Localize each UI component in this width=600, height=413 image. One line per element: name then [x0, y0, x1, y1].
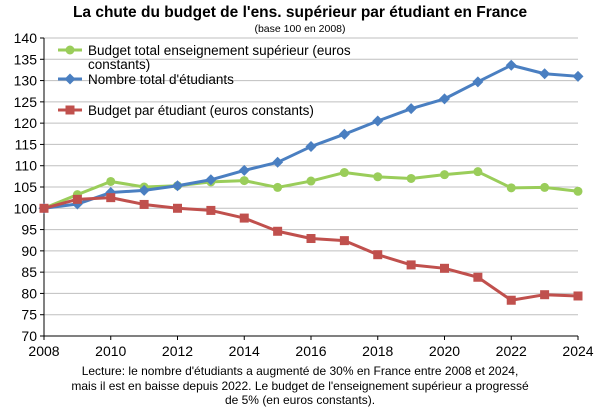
- data-point-square: [206, 205, 216, 215]
- data-point-diamond: [238, 164, 250, 176]
- y-tick-label: 105: [14, 179, 38, 195]
- data-point-square: [239, 213, 249, 223]
- y-tick-label: 100: [14, 200, 38, 216]
- data-point-diamond: [138, 184, 150, 196]
- data-point-circle: [273, 182, 283, 192]
- data-point-square: [506, 295, 516, 305]
- data-point-diamond: [338, 128, 350, 140]
- legend-item-3: Budget par étudiant (euros constants): [58, 103, 314, 118]
- data-point-diamond: [372, 115, 384, 127]
- y-tick-label: 75: [21, 307, 37, 323]
- data-point-square: [139, 199, 149, 209]
- data-point-square: [406, 260, 416, 270]
- data-point-square: [540, 290, 550, 300]
- chart-title: La chute du budget de l'ens. supérieur p…: [72, 4, 528, 21]
- x-tick-label: 2014: [229, 343, 260, 359]
- data-point-circle: [473, 167, 483, 177]
- data-point-diamond: [439, 93, 450, 105]
- data-point-square: [72, 194, 82, 204]
- chart-caption: Lecture: le nombre d'étudiants a augment…: [40, 364, 560, 408]
- legend-label: constants): [88, 57, 150, 72]
- data-point-circle: [306, 176, 316, 186]
- data-point-square: [39, 203, 49, 213]
- data-point-square: [473, 272, 483, 282]
- chart-subtitle: (base 100 en 2008): [254, 23, 346, 35]
- series-3: [39, 193, 583, 305]
- x-tick-label: 2022: [496, 343, 527, 359]
- y-tick-label: 70: [21, 328, 37, 344]
- caption-line-3: de 5% (en euros constants).: [224, 393, 376, 407]
- y-tick-label: 80: [21, 285, 37, 301]
- series-group: [38, 59, 584, 305]
- data-point-diamond: [505, 59, 517, 71]
- y-tick-label: 85: [21, 264, 37, 280]
- data-point-circle: [339, 168, 349, 178]
- data-point-circle: [506, 183, 516, 193]
- data-point-circle: [573, 186, 583, 196]
- data-point-diamond: [305, 141, 317, 153]
- data-point-square: [306, 234, 316, 244]
- x-tick-label: 2010: [95, 343, 126, 359]
- legend-label: Nombre total d'étudiants: [88, 72, 234, 87]
- legend-label: Budget total enseignement supérieur (eur…: [88, 43, 351, 58]
- data-point-diamond: [539, 68, 551, 80]
- y-tick-label: 135: [14, 51, 38, 67]
- y-axis-tick-labels: 70 75 80 85 90 95 100 105 110 115 120 125 130 135 140: [14, 30, 38, 344]
- data-point-circle: [540, 182, 550, 192]
- data-point-circle: [440, 170, 449, 180]
- data-point-circle: [239, 176, 249, 186]
- data-point-square: [440, 263, 449, 273]
- data-point-square: [339, 236, 349, 246]
- legend: Budget total enseignement supérieur (eur…: [58, 43, 351, 118]
- data-point-square: [573, 291, 583, 301]
- data-point-square: [273, 226, 283, 236]
- data-point-diamond: [172, 180, 183, 192]
- line-chart: 707580859095100105110115120125130135140 …: [14, 30, 594, 359]
- x-tick-label: 2012: [162, 343, 193, 359]
- data-point-circle: [106, 176, 116, 186]
- data-point-square: [106, 193, 116, 203]
- axes: [40, 37, 579, 340]
- x-tick-label: 2018: [362, 343, 393, 359]
- data-point-circle: [406, 173, 416, 183]
- y-tick-label: 110: [15, 158, 38, 174]
- y-tick-label: 140: [14, 30, 38, 46]
- x-tick-label: 2016: [295, 343, 326, 359]
- data-point-diamond: [472, 76, 484, 88]
- x-axis-tick-labels: 2008 2010 2012 2014 2016 2018 2020 2022 2024: [28, 343, 593, 359]
- data-point-diamond: [205, 174, 217, 186]
- legend-label: Budget par étudiant (euros constants): [88, 103, 314, 118]
- legend-swatch-marker: [65, 45, 75, 55]
- x-tick-label: 2008: [28, 343, 59, 359]
- y-tick-label: 125: [14, 94, 38, 110]
- data-point-square: [373, 250, 383, 260]
- y-tick-label: 95: [21, 222, 37, 238]
- y-tick-label: 115: [15, 136, 38, 152]
- legend-swatch-marker: [64, 73, 76, 85]
- series-1: [39, 167, 583, 213]
- x-tick-label: 2020: [429, 343, 460, 359]
- data-point-square: [173, 203, 182, 213]
- caption-line-2: mais il est en baisse depuis 2022. Le bu…: [71, 378, 529, 393]
- legend-swatch-marker: [65, 105, 75, 115]
- x-tick-label: 2024: [562, 343, 593, 359]
- data-point-diamond: [405, 103, 417, 115]
- series-2: [38, 59, 584, 214]
- legend-item-2: Nombre total d'étudiants: [58, 72, 234, 87]
- y-tick-label: 130: [14, 73, 38, 89]
- data-point-circle: [373, 172, 383, 182]
- legend-item-1: Budget total enseignement supérieur (eur…: [58, 43, 351, 72]
- y-tick-label: 120: [14, 115, 38, 131]
- y-tick-label: 90: [21, 243, 37, 259]
- caption-line-1: Lecture: le nombre d'étudiants a augment…: [81, 364, 519, 378]
- series-line: [43, 196, 579, 302]
- data-point-diamond: [272, 156, 284, 168]
- data-point-diamond: [572, 70, 584, 82]
